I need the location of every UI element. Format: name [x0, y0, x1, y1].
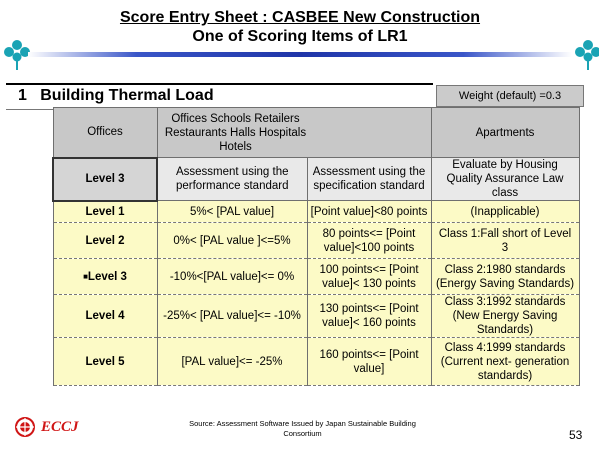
specification-value: 130 points<= [Point value]< 160 points: [306, 294, 432, 338]
specification-value: [Point value]<80 points: [306, 200, 432, 223]
performance-value: -25%< [PAL value]<= -10%: [156, 294, 308, 338]
specification-standard-header: Assessment using the specification stand…: [306, 157, 432, 201]
specification-value: 100 points<= [Point value]< 130 points: [306, 258, 432, 295]
level-label-selected: ■Level 3: [52, 258, 158, 295]
apartments-value: Class 4:1999 standards (Current next- ge…: [430, 337, 580, 386]
clover-icon: [575, 40, 599, 70]
source-note: Source: Assessment Software Issued by Ja…: [189, 419, 416, 438]
offices-header: Offices: [52, 107, 158, 158]
section-number: 1: [18, 87, 27, 104]
level-label: Level 1: [52, 200, 158, 223]
table-row-selected: ■Level 3 -10%<[PAL value]<= 0% 100 point…: [52, 258, 580, 295]
housing-quality-header: Evaluate by Housing Quality Assurance La…: [430, 157, 580, 201]
score-table: Offices Offices Schools Retailers Restau…: [52, 107, 580, 386]
performance-value: 0%< [PAL value ]<=5%: [156, 222, 308, 259]
table-row: Level 5 [PAL value]<= -25% 160 points<= …: [52, 337, 580, 386]
performance-value: 5%< [PAL value]: [156, 200, 308, 223]
weight-label: Weight (default) =0.3: [436, 85, 584, 107]
table-row: Level 2 0%< [PAL value ]<=5% 80 points<=…: [52, 222, 580, 259]
eccj-logo-icon: [15, 417, 35, 437]
level-label: Level 4: [52, 294, 158, 338]
section-title-text: Building Thermal Load: [40, 87, 214, 104]
page-title: Score Entry Sheet : CASBEE New Construct…: [119, 9, 481, 26]
table-row: Level 4 -25%< [PAL value]<= -10% 130 poi…: [52, 294, 580, 338]
level3-criteria-label: Level 3: [52, 156, 158, 202]
clover-icon: [4, 40, 30, 70]
apartments-header: Apartments: [430, 107, 580, 158]
specification-value: 160 points<= [Point value]: [306, 337, 432, 386]
apartments-value: Class 3:1992 standards (New Energy Savin…: [430, 294, 580, 338]
page-subtitle: One of Scoring Items of LR1: [192, 28, 408, 45]
header-divider: [28, 52, 572, 57]
level3-criteria-row: Level 3 Assessment using the performance…: [52, 156, 580, 202]
specification-value: 80 points<= [Point value]<100 points: [306, 222, 432, 259]
logo-text: ECCJ: [41, 419, 79, 435]
header-row: Offices Offices Schools Retailers Restau…: [52, 107, 580, 158]
level-label: Level 5: [52, 337, 158, 386]
offices-types-header: Offices Schools Retailers Restaurants Ha…: [156, 107, 432, 158]
level-label: Level 2: [52, 222, 158, 259]
apartments-value: Class 2:1980 standards (Energy Saving St…: [430, 258, 580, 295]
performance-value: [PAL value]<= -25%: [156, 337, 308, 386]
performance-value: -10%<[PAL value]<= 0%: [156, 258, 308, 295]
apartments-value: (Inapplicable): [430, 200, 580, 223]
page-number: 53: [569, 428, 583, 442]
apartments-value: Class 1:Fall short of Level 3: [430, 222, 580, 259]
performance-standard-header: Assessment using the performance standar…: [156, 157, 308, 201]
section-title: 1 Building Thermal Load: [18, 86, 214, 106]
selected-marker-icon: ■: [83, 271, 88, 281]
table-row: Level 1 5%< [PAL value] [Point value]<80…: [52, 200, 580, 223]
